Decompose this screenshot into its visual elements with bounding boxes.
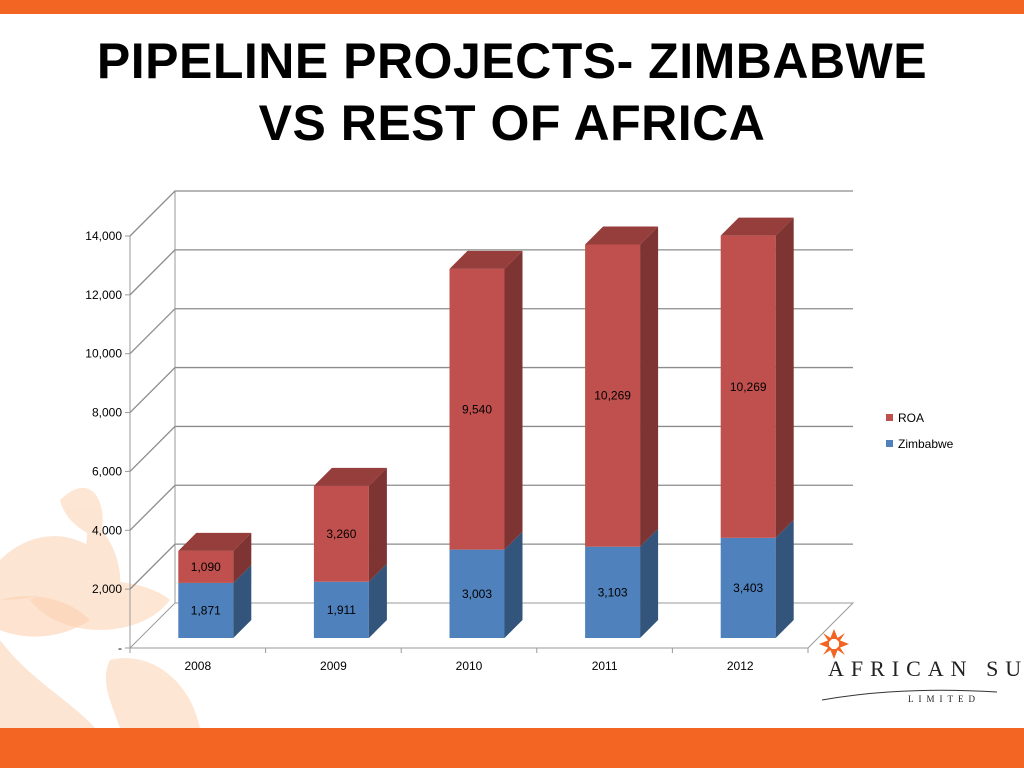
data-label: 1,090 [191, 560, 221, 574]
bar-front [449, 268, 505, 550]
y-tick-label: 8,000 [92, 406, 122, 420]
bar-side [233, 532, 252, 583]
bar-front [178, 582, 234, 638]
logo-subtitle: LIMITED [908, 694, 980, 704]
data-label: 10,269 [730, 380, 767, 394]
data-label: 9,540 [462, 402, 492, 416]
bar-front [313, 581, 369, 638]
chart-floor [128, 602, 855, 649]
bar-side [368, 563, 387, 638]
legend-label: ROA [898, 411, 924, 425]
bar-side [504, 250, 523, 550]
bar-front [585, 546, 641, 638]
bar-front [178, 550, 234, 583]
y-tick-label: - [118, 641, 122, 655]
top-accent-bar [0, 0, 1024, 14]
x-tick-label: 2011 [592, 659, 618, 673]
data-label: 1,871 [191, 603, 221, 617]
slide-title-line-2: VS REST OF AFRICA [258, 95, 766, 151]
bar-side [233, 564, 252, 638]
bar-top [178, 532, 252, 551]
data-label: 1,911 [327, 603, 356, 617]
bar-front [720, 537, 776, 638]
y-tick-label: 10,000 [85, 347, 122, 361]
y-tick-label: 12,000 [85, 288, 122, 302]
bar-side [640, 226, 659, 547]
legend-label: Zimbabwe [898, 437, 954, 451]
bar-side [775, 519, 794, 638]
bar-side [775, 217, 794, 538]
y-tick-label: 2,000 [92, 582, 122, 596]
gridline [129, 190, 853, 237]
y-tick-label: 4,000 [92, 523, 122, 537]
legend-swatch [886, 414, 893, 421]
bar-front [449, 549, 505, 638]
sun-burst-icon [819, 629, 998, 701]
bar-front [313, 485, 369, 582]
bar-side [504, 531, 523, 638]
data-label: 3,403 [733, 581, 763, 595]
logo-name: AFRICAN SUN [828, 656, 1024, 681]
slide-title-line-1: PIPELINE PROJECTS- ZIMBABWE [96, 33, 928, 89]
x-tick-label: 2012 [727, 659, 754, 673]
data-label: 3,003 [462, 587, 492, 601]
bar-front [720, 235, 776, 538]
bottom-accent-bar [0, 728, 1024, 768]
slide-title: PIPELINE PROJECTS- ZIMBABWE VS REST OF A… [0, 30, 1024, 154]
bar-top [449, 250, 523, 269]
bar-top [585, 226, 659, 245]
data-label: 3,260 [326, 527, 356, 541]
x-tick-label: 2009 [320, 659, 347, 673]
bar-side [640, 528, 659, 638]
data-label: 10,269 [594, 389, 631, 403]
y-tick-label: 14,000 [85, 229, 122, 243]
x-tick-label: 2010 [456, 659, 483, 673]
bar-side [368, 467, 387, 582]
x-tick-label: 2008 [184, 659, 211, 673]
bar-top [720, 217, 794, 236]
data-label: 3,103 [598, 585, 628, 599]
bar-front [585, 244, 641, 547]
bar-top [313, 467, 387, 486]
legend-swatch [886, 440, 893, 447]
y-tick-label: 6,000 [92, 464, 122, 478]
